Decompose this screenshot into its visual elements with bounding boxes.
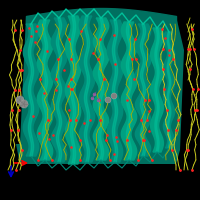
Polygon shape: [79, 16, 95, 162]
Polygon shape: [135, 24, 151, 156]
Polygon shape: [112, 20, 118, 162]
Polygon shape: [107, 20, 123, 162]
Polygon shape: [23, 24, 39, 156]
Polygon shape: [155, 28, 159, 152]
Polygon shape: [93, 18, 109, 160]
Polygon shape: [65, 16, 81, 164]
Polygon shape: [70, 16, 76, 164]
Polygon shape: [98, 18, 104, 160]
Polygon shape: [163, 32, 175, 148]
Polygon shape: [42, 20, 48, 160]
Polygon shape: [51, 18, 67, 162]
Polygon shape: [37, 20, 53, 160]
Polygon shape: [56, 18, 62, 162]
Ellipse shape: [105, 97, 111, 103]
Ellipse shape: [111, 93, 117, 99]
Polygon shape: [16, 16, 184, 164]
Ellipse shape: [16, 96, 24, 104]
Polygon shape: [167, 32, 171, 148]
Polygon shape: [151, 28, 163, 152]
Polygon shape: [126, 22, 132, 160]
Polygon shape: [84, 16, 90, 162]
Polygon shape: [28, 24, 34, 156]
Polygon shape: [140, 24, 146, 156]
Ellipse shape: [20, 100, 28, 108]
Polygon shape: [121, 22, 137, 160]
